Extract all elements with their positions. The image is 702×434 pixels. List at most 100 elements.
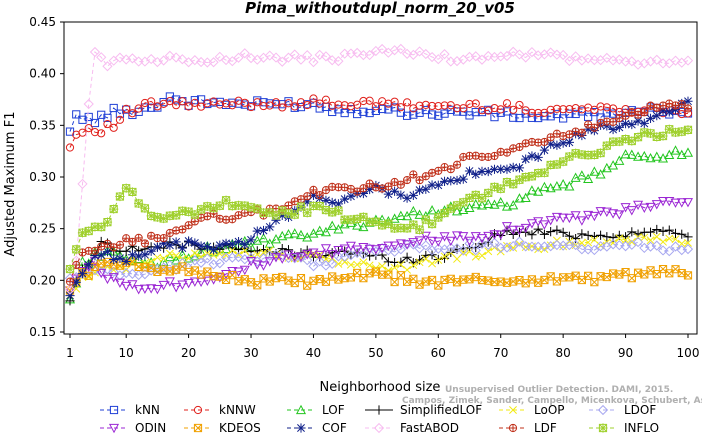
data-point xyxy=(277,254,288,264)
data-point xyxy=(358,249,369,260)
data-point xyxy=(71,244,81,254)
data-point xyxy=(146,53,157,65)
legend-label: FastABOD xyxy=(400,421,459,434)
data-point xyxy=(627,237,636,246)
data-point xyxy=(564,55,575,67)
data-point xyxy=(515,142,524,152)
data-point xyxy=(390,103,399,112)
data-point xyxy=(359,184,368,193)
data-point xyxy=(127,280,138,290)
data-point xyxy=(371,102,380,111)
data-point xyxy=(595,241,606,252)
data-point xyxy=(245,252,257,264)
data-point xyxy=(490,151,499,161)
data-point xyxy=(228,246,237,255)
data-point xyxy=(558,157,568,167)
data-point xyxy=(514,193,525,203)
data-point xyxy=(184,221,193,230)
data-point xyxy=(339,251,350,262)
data-point xyxy=(564,213,575,224)
data-point xyxy=(546,227,556,237)
data-point xyxy=(346,260,355,269)
data-point xyxy=(408,190,418,200)
data-point xyxy=(490,103,499,113)
data-point xyxy=(202,276,213,287)
data-point xyxy=(115,253,125,263)
x-tick-label: 30 xyxy=(243,346,258,360)
data-point xyxy=(471,169,481,179)
data-point xyxy=(146,284,157,294)
data-point xyxy=(346,214,356,225)
data-point xyxy=(608,233,618,243)
data-point xyxy=(190,238,200,248)
data-point xyxy=(558,49,569,61)
data-point xyxy=(221,238,231,248)
data-point xyxy=(552,140,562,150)
data-point xyxy=(651,200,662,210)
legend-label: COF xyxy=(322,421,347,434)
data-point xyxy=(515,100,524,110)
data-point xyxy=(640,233,649,242)
data-point xyxy=(289,49,300,60)
data-point xyxy=(265,101,274,110)
data-point xyxy=(134,233,143,242)
data-point xyxy=(670,228,681,238)
data-point xyxy=(602,108,611,117)
data-point xyxy=(102,217,113,227)
data-point xyxy=(115,191,125,202)
data-point xyxy=(677,229,687,239)
data-point xyxy=(458,245,469,256)
data-point xyxy=(189,277,200,287)
data-point xyxy=(427,110,437,119)
data-point xyxy=(434,256,443,264)
data-point xyxy=(84,124,93,133)
data-point xyxy=(346,191,356,201)
data-point xyxy=(158,256,169,266)
legend-item-fastabod: FastABOD xyxy=(365,421,459,434)
legend-label: INFLO xyxy=(624,421,659,434)
data-point xyxy=(178,225,187,234)
data-point xyxy=(439,208,450,218)
data-point xyxy=(277,230,288,241)
data-point xyxy=(321,195,331,205)
data-point xyxy=(84,112,93,122)
data-point xyxy=(377,43,388,55)
data-point xyxy=(271,98,281,107)
data-point xyxy=(471,252,480,261)
legend-item-inflo: INFLO xyxy=(589,421,659,434)
data-point xyxy=(545,241,556,252)
data-point xyxy=(495,230,506,240)
data-point xyxy=(177,280,188,290)
data-point xyxy=(682,244,694,255)
data-point xyxy=(165,240,175,250)
data-point xyxy=(333,224,344,234)
data-point xyxy=(558,227,568,237)
data-point xyxy=(501,242,513,253)
data-point xyxy=(645,113,656,123)
data-point xyxy=(583,210,594,221)
data-point xyxy=(539,229,550,239)
data-point xyxy=(177,243,187,253)
data-point xyxy=(109,103,118,113)
data-point xyxy=(190,249,199,258)
x-tick-label: 60 xyxy=(431,346,446,360)
data-point xyxy=(464,193,475,203)
data-point xyxy=(540,137,549,147)
data-point xyxy=(214,51,225,62)
data-point xyxy=(601,162,612,173)
data-point xyxy=(270,253,282,263)
data-point xyxy=(164,260,175,271)
data-point xyxy=(551,181,562,191)
data-point xyxy=(140,239,150,248)
data-point xyxy=(396,190,406,200)
data-point xyxy=(165,92,174,101)
data-point xyxy=(353,260,362,269)
data-point xyxy=(652,224,662,235)
x-tick-label: 90 xyxy=(618,346,633,360)
data-point xyxy=(577,105,586,114)
data-point xyxy=(477,166,487,176)
data-point xyxy=(203,99,212,108)
data-point xyxy=(614,122,624,133)
data-point xyxy=(670,241,681,252)
data-point xyxy=(290,210,300,220)
